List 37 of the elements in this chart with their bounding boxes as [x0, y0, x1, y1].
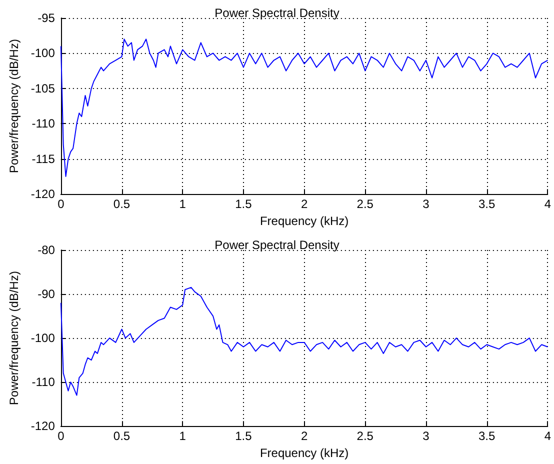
y-tick-label: -110 — [32, 116, 56, 131]
y-tick-label: -110 — [32, 375, 56, 390]
x-tick-label: 3.5 — [478, 197, 496, 212]
y-tick-label: -100 — [30, 46, 56, 60]
x-tick-label: 2.5 — [356, 429, 374, 444]
x-axis-title: Frequency (kHz) — [260, 214, 349, 228]
y-tick-label: -95 — [38, 11, 56, 25]
x-tick-label: 3 — [422, 429, 430, 444]
x-tick-label: 3.5 — [478, 429, 496, 444]
x-tick-label: 4 — [544, 197, 552, 212]
y-tick-label: -80 — [38, 243, 56, 257]
y-tick-label: -120 — [30, 187, 56, 202]
x-tick-label: 1 — [179, 197, 186, 212]
x-tick-label: 0 — [58, 429, 65, 444]
x-tick-label: 4 — [544, 429, 552, 444]
x-tick-label: 1.5 — [235, 429, 252, 444]
x-tick-label: 0 — [58, 197, 65, 212]
x-tick-label: 3 — [422, 197, 430, 212]
y-tick-label: -90 — [38, 287, 56, 302]
x-tick-label: 0.5 — [113, 429, 130, 444]
y-axis-title: Power/frequency (dB/Hz) — [7, 271, 21, 406]
y-tick-label: -105 — [30, 81, 56, 96]
x-axis-title: Frequency (kHz) — [260, 446, 349, 460]
chart-title: Power Spectral Density — [214, 238, 340, 252]
y-tick-label: -100 — [30, 331, 56, 346]
y-axis-title: Power/frequency (dB/Hz) — [7, 39, 21, 174]
y-tick-label: -115 — [32, 152, 56, 166]
x-tick-label: 1 — [179, 429, 186, 444]
x-tick-label: 0.5 — [113, 197, 130, 212]
x-tick-label: 2 — [300, 197, 308, 212]
line-series — [60, 38, 548, 177]
x-tick-label: 2 — [300, 429, 308, 444]
x-tick-label: 1.5 — [235, 197, 252, 212]
x-tick-label: 2.5 — [356, 197, 374, 212]
y-tick-label: -120 — [30, 419, 56, 434]
line-series — [60, 286, 548, 396]
chart-title: Power Spectral Density — [214, 6, 340, 20]
